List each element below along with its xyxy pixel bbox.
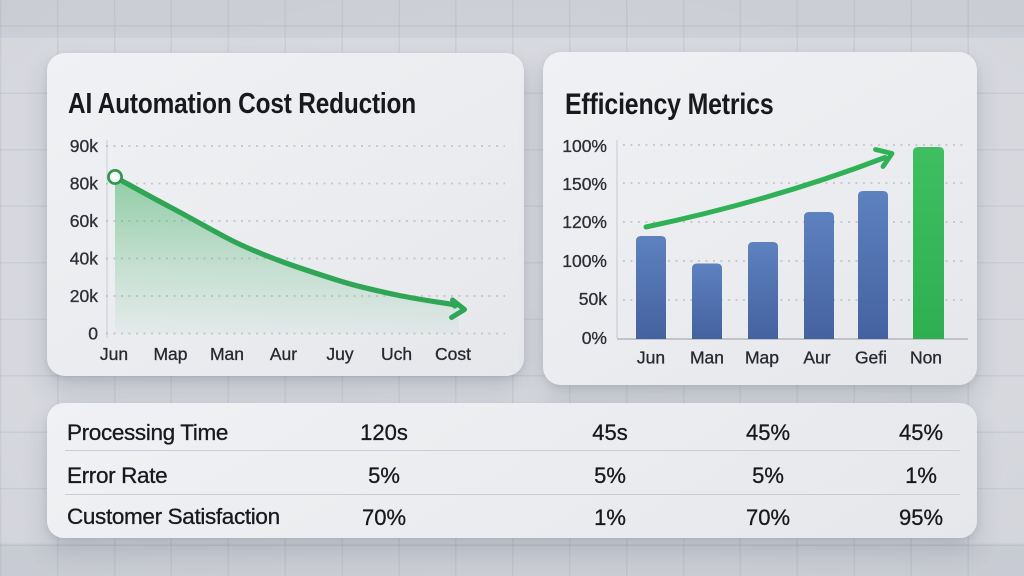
svg-text:0: 0 <box>88 324 98 344</box>
svg-text:Non: Non <box>910 348 942 368</box>
svg-text:100%: 100% <box>562 251 607 271</box>
svg-text:Juy: Juy <box>326 344 353 364</box>
svg-text:Man: Man <box>690 348 724 368</box>
svg-text:80k: 80k <box>70 174 98 194</box>
svg-text:90k: 90k <box>70 136 98 156</box>
svg-text:150%: 150% <box>562 174 607 194</box>
svg-text:0%: 0% <box>582 328 607 348</box>
svg-text:Aur: Aur <box>270 344 297 364</box>
svg-text:60k: 60k <box>70 211 98 231</box>
svg-text:Jun: Jun <box>100 344 128 364</box>
svg-text:100%: 100% <box>562 136 607 156</box>
svg-text:50k: 50k <box>579 289 607 309</box>
svg-text:Map: Map <box>153 344 187 364</box>
svg-text:Man: Man <box>210 344 244 364</box>
svg-text:Gefi: Gefi <box>855 348 887 368</box>
svg-text:Aur: Aur <box>803 348 830 368</box>
svg-text:40k: 40k <box>70 249 98 269</box>
svg-text:20k: 20k <box>70 286 98 306</box>
svg-text:Uch: Uch <box>381 344 412 364</box>
svg-text:Map: Map <box>745 348 779 368</box>
svg-text:Cost: Cost <box>435 344 471 364</box>
svg-text:Jun: Jun <box>637 348 665 368</box>
svg-text:120%: 120% <box>562 212 607 232</box>
